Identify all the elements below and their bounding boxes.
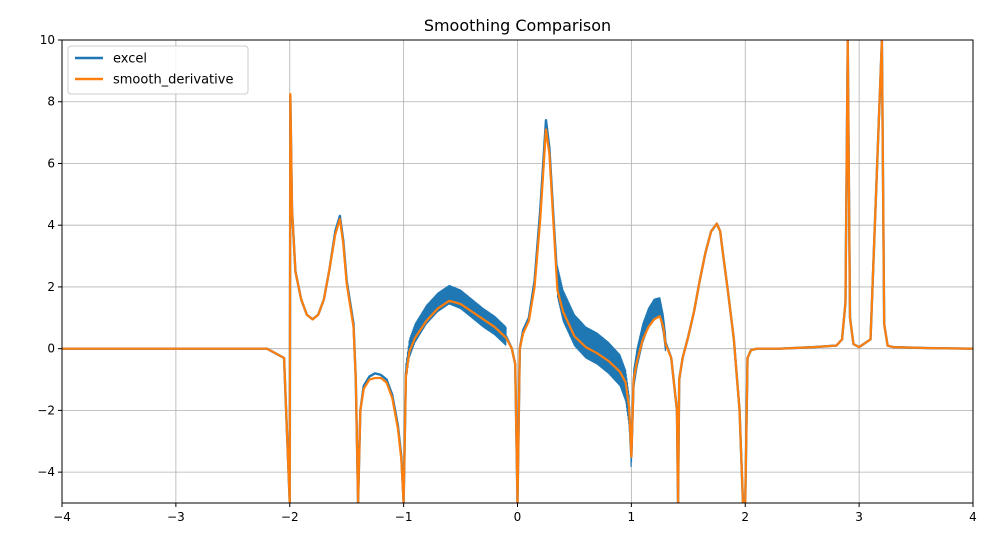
y-tick-label: 8 xyxy=(47,95,55,109)
x-tick-label: 0 xyxy=(514,510,522,524)
y-tick-label: 6 xyxy=(47,156,55,170)
legend-box xyxy=(67,45,249,95)
series-line-smooth-derivative xyxy=(62,40,973,503)
y-tick-label: 10 xyxy=(40,33,55,47)
series-excel-noise-band xyxy=(403,284,507,494)
y-tick-label: 2 xyxy=(47,280,55,294)
legend-label-smooth-derivative: smooth_derivative xyxy=(113,73,233,88)
y-tick-label: −4 xyxy=(37,465,55,479)
series-layer xyxy=(62,40,973,503)
x-axis: −4 −3 −2 −1 0 1 2 3 4 xyxy=(53,503,977,524)
x-tick-label: −3 xyxy=(167,510,185,524)
x-tick-label: −1 xyxy=(395,510,413,524)
y-tick-label: 4 xyxy=(47,218,55,232)
y-tick-label: 0 xyxy=(47,342,55,356)
y-tick-label: −2 xyxy=(37,403,55,417)
y-axis: −4 −2 0 2 4 6 8 10 xyxy=(37,33,62,479)
legend: excel smooth_derivative xyxy=(67,45,249,95)
x-tick-label: −2 xyxy=(281,510,299,524)
x-tick-label: 1 xyxy=(628,510,636,524)
chart-title: Smoothing Comparison xyxy=(424,16,611,35)
x-tick-label: 3 xyxy=(855,510,863,524)
x-tick-label: 4 xyxy=(969,510,977,524)
legend-label-excel: excel xyxy=(113,52,147,67)
x-tick-label: 2 xyxy=(741,510,749,524)
x-tick-label: −4 xyxy=(53,510,71,524)
